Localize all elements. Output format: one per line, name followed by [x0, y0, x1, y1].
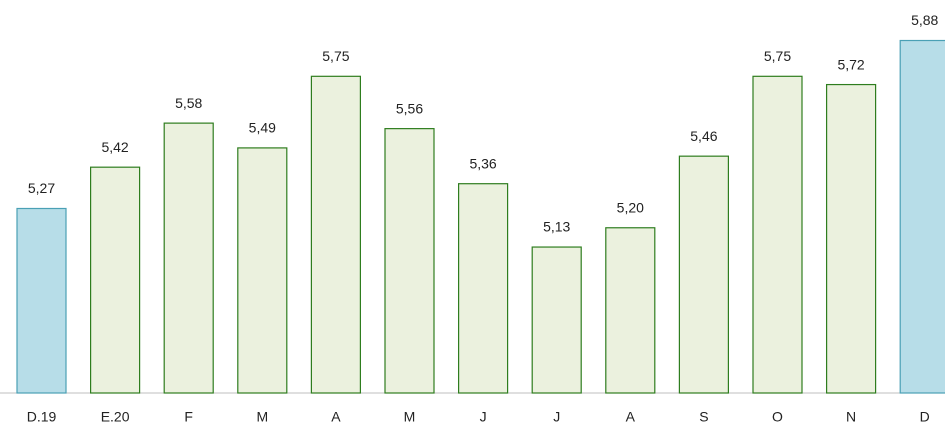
value-label: 5,88 [911, 12, 938, 28]
value-label: 5,42 [101, 139, 128, 155]
value-label: 5,46 [690, 128, 717, 144]
x-tick-label: J [553, 409, 560, 425]
value-label: 5,49 [249, 120, 276, 136]
value-label: 5,56 [396, 100, 423, 116]
value-label: 5,72 [837, 56, 864, 72]
value-label: 5,36 [469, 155, 496, 171]
x-tick-label: D [920, 409, 930, 425]
x-tick-label: M [256, 409, 268, 425]
x-tick-label: A [331, 409, 341, 425]
bar [458, 183, 509, 394]
x-tick-label: O [772, 409, 783, 425]
x-tick-label: A [626, 409, 636, 425]
x-tick-label: F [184, 409, 193, 425]
value-label: 5,27 [28, 180, 55, 196]
bar [384, 128, 435, 394]
x-tick-label: E.20 [101, 409, 130, 425]
x-tick-label: S [699, 409, 708, 425]
bar [899, 39, 945, 394]
bar [825, 83, 877, 394]
value-label: 5,75 [322, 48, 349, 64]
bar [752, 75, 803, 394]
x-tick-label: J [480, 409, 487, 425]
x-tick-label: M [404, 409, 416, 425]
value-label: 5,75 [764, 48, 791, 64]
bar [163, 122, 214, 394]
bar [605, 227, 656, 394]
bar [531, 246, 582, 394]
bar [89, 166, 141, 394]
x-tick-label: D.19 [27, 409, 57, 425]
bar [237, 147, 288, 394]
bar [310, 75, 361, 394]
value-label: 5,58 [175, 95, 202, 111]
value-label: 5,13 [543, 219, 570, 235]
bar [678, 155, 730, 394]
value-label: 5,20 [617, 199, 644, 215]
bar [16, 207, 67, 394]
x-tick-label: N [846, 409, 856, 425]
